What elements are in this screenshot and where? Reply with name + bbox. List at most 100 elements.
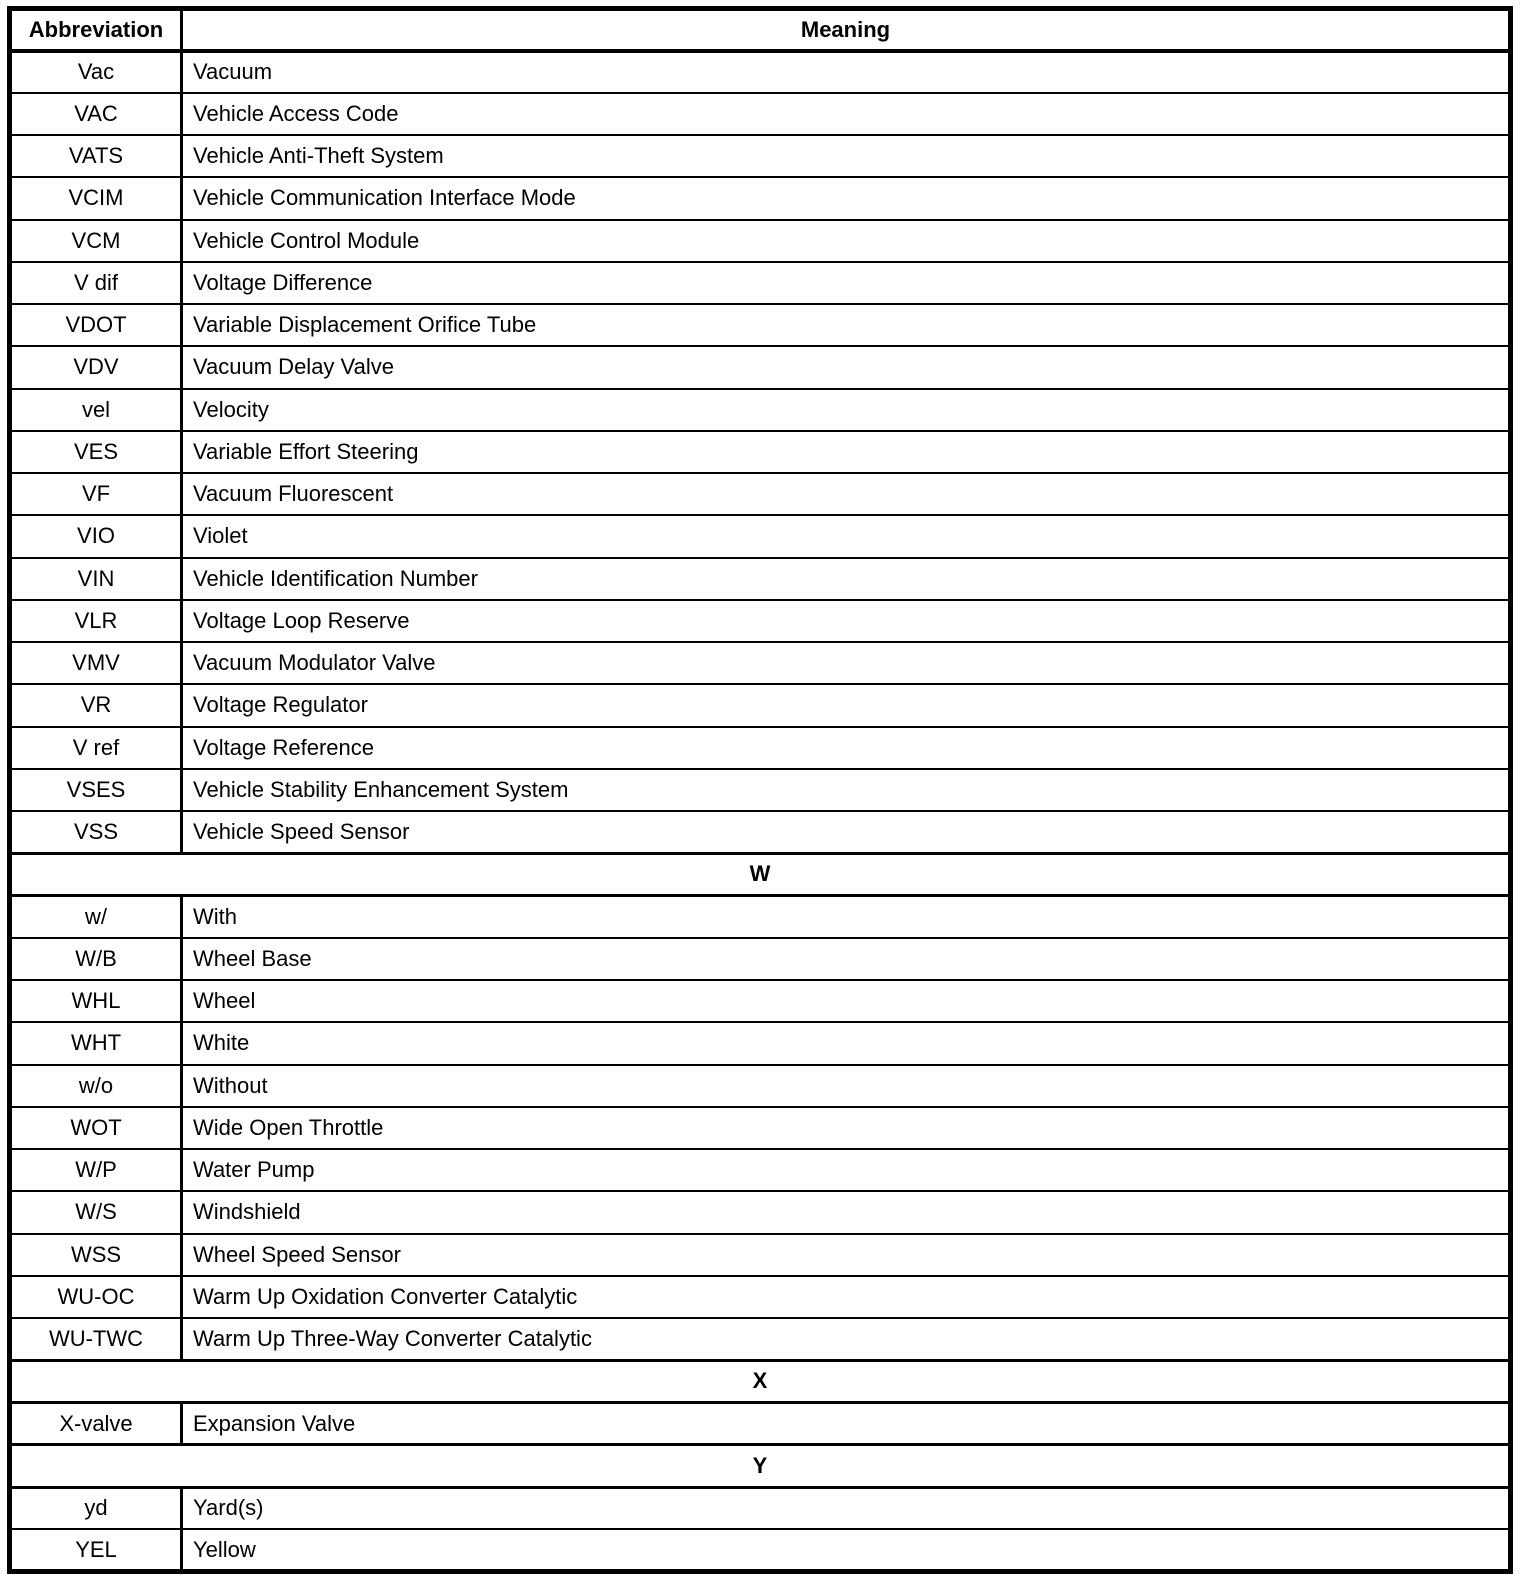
table-row: VLR Voltage Loop Reserve (8, 598, 1512, 644)
meaning-cell: Voltage Regulator (180, 683, 1512, 728)
meaning-cell: Vacuum (180, 49, 1512, 94)
table-row: W/P Water Pump (8, 1147, 1512, 1193)
section-label: Y (8, 1443, 1512, 1489)
meaning-cell: Wheel (180, 978, 1512, 1024)
abbreviation-cell: VIN (8, 556, 183, 601)
table-row: VDV Vacuum Delay Valve (8, 345, 1512, 390)
meaning-cell: Vehicle Stability Enhancement System (180, 767, 1512, 813)
abbreviation-cell: VES (8, 429, 183, 475)
table-row: VATS Vehicle Anti-Theft System (8, 133, 1512, 179)
abbreviation-cell: VF (8, 471, 183, 517)
table-row: VES Variable Effort Steering (8, 429, 1512, 475)
meaning-cell: White (180, 1021, 1512, 1066)
abbreviation-cell: WHT (8, 1021, 183, 1066)
table-row: w/o Without (8, 1063, 1512, 1108)
table-row: WHT White (8, 1021, 1512, 1066)
meaning-cell: Voltage Loop Reserve (180, 598, 1512, 644)
meaning-cell: Without (180, 1063, 1512, 1108)
header-row: Abbreviation Meaning (8, 7, 1512, 53)
abbreviation-cell: WOT (8, 1105, 183, 1151)
abbreviation-cell: VSS (8, 809, 183, 855)
table-row: WSS Wheel Speed Sensor (8, 1232, 1512, 1277)
meaning-cell: With (180, 894, 1512, 939)
meaning-cell: Windshield (180, 1190, 1512, 1235)
table-row: yd Yard(s) (8, 1485, 1512, 1531)
section-label: X (8, 1358, 1512, 1405)
abbreviation-cell: Vac (8, 49, 183, 94)
meaning-cell: Vehicle Anti-Theft System (180, 133, 1512, 179)
table-row: VCIM Vehicle Communication Interface Mode (8, 176, 1512, 221)
abbreviation-cell: YEL (8, 1528, 183, 1573)
abbreviation-cell: VATS (8, 133, 183, 179)
abbreviation-cell: VR (8, 683, 183, 728)
abbreviation-cell: vel (8, 387, 183, 432)
meaning-cell: Expansion Valve (180, 1401, 1512, 1446)
meaning-cell: Water Pump (180, 1147, 1512, 1193)
meaning-cell: Violet (180, 514, 1512, 559)
meaning-cell: Vehicle Control Module (180, 218, 1512, 263)
meaning-cell: Yellow (180, 1528, 1512, 1573)
section-label: W (8, 851, 1512, 898)
abbreviation-cell: VCIM (8, 176, 183, 221)
table-row: WU-OC Warm Up Oxidation Converter Catalyt… (8, 1274, 1512, 1320)
table-header: Abbreviation Meaning (8, 7, 1512, 53)
table-row: VMV Vacuum Modulator Valve (8, 640, 1512, 686)
abbreviation-table: Abbreviation Meaning Vac Vacuum VAC Vehicle… (7, 6, 1513, 1574)
meaning-cell: Vehicle Speed Sensor (180, 809, 1512, 855)
meaning-cell: Vehicle Communication Interface Mode (180, 176, 1512, 221)
abbreviation-cell: VSES (8, 767, 183, 813)
meaning-cell: Vacuum Modulator Valve (180, 640, 1512, 686)
meaning-cell: Variable Effort Steering (180, 429, 1512, 475)
table-row: vel Velocity (8, 387, 1512, 432)
abbreviation-cell: VLR (8, 598, 183, 644)
table-row: VIN Vehicle Identification Number (8, 556, 1512, 601)
abbreviation-cell: W/B (8, 936, 183, 982)
abbreviation-cell: VMV (8, 640, 183, 686)
abbreviation-cell: W/S (8, 1190, 183, 1235)
meaning-cell: Vacuum Delay Valve (180, 345, 1512, 390)
meaning-cell: Warm Up Oxidation Converter Catalytic (180, 1274, 1512, 1320)
abbreviation-cell: VDOT (8, 302, 183, 348)
table-row: VSES Vehicle Stability Enhancement System (8, 767, 1512, 813)
abbreviation-cell: w/o (8, 1063, 183, 1108)
meaning-cell: Wheel Speed Sensor (180, 1232, 1512, 1277)
table-row: VAC Vehicle Access Code (8, 91, 1512, 137)
abbreviation-cell: w/ (8, 894, 183, 939)
table-row: VDOT Variable Displacement Orifice Tube (8, 302, 1512, 348)
table-row: W/S Windshield (8, 1190, 1512, 1235)
meaning-cell: Vehicle Identification Number (180, 556, 1512, 601)
table-row: Vac Vacuum (8, 49, 1512, 94)
meaning-cell: Wide Open Throttle (180, 1105, 1512, 1151)
table-row: W/B Wheel Base (8, 936, 1512, 982)
abbreviation-cell: WU-TWC (8, 1316, 183, 1362)
table-row: YEL Yellow (8, 1528, 1512, 1573)
table-row: VSS Vehicle Speed Sensor (8, 809, 1512, 855)
meaning-cell: Velocity (180, 387, 1512, 432)
table-row: w/With (8, 894, 1512, 939)
table-body: Vac Vacuum VAC Vehicle Access Code VATS Vehic… (8, 49, 1512, 1573)
abbreviation-cell: V ref (8, 725, 183, 770)
table-row: VF Vacuum Fluorescent (8, 471, 1512, 517)
table-row: V ref Voltage Reference (8, 725, 1512, 770)
meaning-cell: Vehicle Access Code (180, 91, 1512, 137)
abbreviation-cell: V dif (8, 260, 183, 306)
abbreviation-cell: X-valve (8, 1401, 183, 1446)
meaning-cell: Warm Up Three-Way Converter Catalytic (180, 1316, 1512, 1362)
table-row: WU-TWC Warm Up Three-Way Converter Cataly… (8, 1316, 1512, 1362)
abbreviation-cell: VIO (8, 514, 183, 559)
abbreviation-cell: WU-OC (8, 1274, 183, 1320)
table-row: WHL Wheel (8, 978, 1512, 1024)
column-header-abbreviation: Abbreviation (8, 7, 183, 53)
meaning-cell: Wheel Base (180, 936, 1512, 982)
abbreviation-cell: VCM (8, 218, 183, 263)
section-row: Y (8, 1443, 1512, 1489)
table-row: VR Voltage Regulator (8, 683, 1512, 728)
abbreviation-cell: VDV (8, 345, 183, 390)
meaning-cell: Voltage Reference (180, 725, 1512, 770)
meaning-cell: Variable Displacement Orifice Tube (180, 302, 1512, 348)
abbreviation-cell: W/P (8, 1147, 183, 1193)
abbreviation-cell: yd (8, 1485, 183, 1531)
meaning-cell: Voltage Difference (180, 260, 1512, 306)
abbreviation-cell: WSS (8, 1232, 183, 1277)
